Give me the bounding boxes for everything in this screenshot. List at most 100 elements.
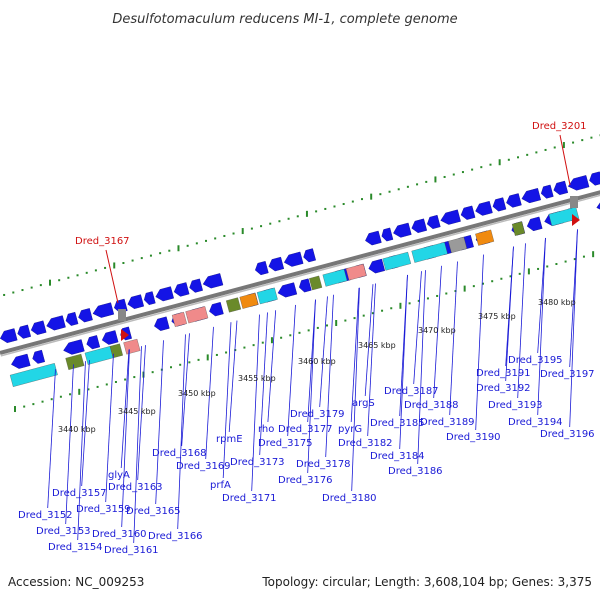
gene-label[interactable]: Dred_3157 — [52, 488, 107, 499]
gene-label[interactable]: Dred_3194 — [508, 417, 563, 428]
scale-label: 3455 kbp — [238, 374, 276, 383]
feature-box — [256, 287, 278, 305]
gene-leader-line — [367, 283, 376, 437]
gene-label[interactable]: rho — [258, 424, 274, 435]
gene-label[interactable]: Dred_3160 — [92, 529, 147, 540]
gc-dot — [573, 258, 576, 261]
gc-dot — [526, 153, 529, 156]
gene-arrow — [209, 302, 224, 317]
highlight-gene-label[interactable]: Dred_3201 — [532, 121, 587, 132]
gc-dot — [425, 180, 428, 183]
gene-leader-line — [325, 294, 334, 458]
gc-dot — [21, 289, 24, 292]
gc-dot — [379, 193, 382, 196]
gene-leader-line — [413, 271, 422, 385]
feature-box — [322, 268, 348, 287]
gene-arrow — [32, 349, 46, 364]
gene-arrow — [365, 230, 382, 246]
gene-label[interactable]: Dred_3192 — [476, 383, 531, 394]
gc-dot — [342, 203, 345, 206]
gene-leader-line — [449, 261, 458, 416]
gene-label[interactable]: Dred_3182 — [338, 438, 393, 449]
gene-label[interactable]: argS — [352, 398, 375, 409]
gene-leader-line — [417, 270, 426, 465]
gc-dot — [517, 156, 520, 159]
feature-box — [65, 353, 85, 370]
gene-arrow — [475, 200, 493, 216]
backbone-line — [0, 190, 600, 355]
gene-label[interactable]: prfA — [210, 480, 231, 491]
gc-dot — [491, 280, 494, 283]
gc-dot — [544, 148, 547, 151]
gene-arrow — [92, 302, 115, 318]
gene-label[interactable]: Dred_3159 — [76, 504, 131, 515]
gene-label[interactable]: Dred_3190 — [446, 432, 501, 443]
gene-label[interactable]: Dred_3189 — [420, 417, 475, 428]
genome-summary-text: Topology: circular; Length: 3,608,104 bp… — [261, 575, 592, 589]
gc-dot — [436, 294, 439, 297]
gene-arrow — [283, 251, 304, 267]
gene-label[interactable]: rpmE — [216, 434, 243, 445]
gc-dot — [260, 225, 263, 228]
gene-label[interactable]: Dred_3152 — [18, 510, 73, 521]
gc-dot — [76, 274, 79, 277]
gene-arrow — [521, 188, 542, 204]
gene-label[interactable]: Dred_3180 — [322, 493, 377, 504]
gene-arrow — [30, 320, 47, 335]
gene-label[interactable]: Dred_3191 — [476, 368, 531, 379]
gene-label[interactable]: Dred_3169 — [176, 461, 231, 472]
gc-dot — [3, 293, 6, 296]
gene-arrow — [567, 175, 590, 191]
gene-label[interactable]: Dred_3196 — [540, 429, 595, 440]
gene-arrow — [255, 260, 269, 276]
gene-label[interactable]: Dred_3179 — [290, 409, 345, 420]
gene-leader-line — [307, 299, 316, 423]
gene-label[interactable]: Dred_3185 — [370, 418, 425, 429]
gene-arrow — [298, 278, 312, 293]
highlight-gene-label[interactable]: Dred_3167 — [75, 236, 130, 247]
gene-arrow — [65, 311, 79, 326]
gene-leader-line — [537, 237, 546, 354]
feature-box — [411, 242, 448, 263]
gene-leader-line — [81, 360, 90, 487]
gene-label[interactable]: Dred_3195 — [508, 355, 563, 366]
gene-label[interactable]: pyrG — [338, 424, 362, 435]
gene-label[interactable]: Dred_3163 — [108, 482, 163, 493]
gc-dot — [50, 398, 53, 401]
gene-label[interactable]: Dred_3178 — [296, 459, 351, 470]
gene-arrow — [506, 193, 522, 208]
scale-label: 3445 kbp — [118, 407, 156, 416]
gc-dot — [535, 151, 538, 154]
gene-label[interactable]: Dred_3161 — [104, 545, 159, 556]
gene-label[interactable]: Dred_3153 — [36, 526, 91, 537]
gc-dot — [252, 344, 255, 347]
gene-label[interactable]: Dred_3184 — [370, 451, 425, 462]
gene-label[interactable]: Dred_3171 — [222, 493, 277, 504]
gc-dot — [426, 297, 429, 300]
gene-leader-line — [177, 334, 186, 530]
gene-arrow — [154, 316, 170, 331]
gene-leader-line — [228, 320, 238, 433]
gene-label[interactable]: glyA — [108, 470, 130, 481]
gene-label[interactable]: Dred_3186 — [388, 466, 443, 477]
gene-arrow — [440, 209, 461, 225]
gene-label[interactable]: Dred_3197 — [540, 369, 595, 380]
gene-label[interactable]: Dred_3175 — [258, 438, 313, 449]
gene-label[interactable]: Dred_3188 — [404, 400, 459, 411]
gene-label[interactable]: Dred_3154 — [48, 542, 103, 553]
feature-box — [511, 221, 526, 236]
gene-label[interactable]: Dred_3176 — [278, 475, 333, 486]
gene-arrow — [460, 205, 476, 220]
gene-label[interactable]: Dred_3193 — [488, 400, 543, 411]
gene-label[interactable]: Dred_3177 — [278, 424, 333, 435]
gene-label[interactable]: Dred_3166 — [148, 531, 203, 542]
gc-dot — [12, 291, 15, 294]
gc-dot — [482, 282, 485, 285]
gene-label[interactable]: Dred_3187 — [384, 386, 439, 397]
gene-label[interactable]: Dred_3165 — [126, 506, 181, 517]
gene-arrow — [78, 308, 93, 323]
gene-leader-line — [351, 287, 360, 492]
gene-label[interactable]: Dred_3173 — [230, 457, 285, 468]
gene-leader-line — [475, 254, 484, 431]
gene-label[interactable]: Dred_3168 — [152, 448, 207, 459]
